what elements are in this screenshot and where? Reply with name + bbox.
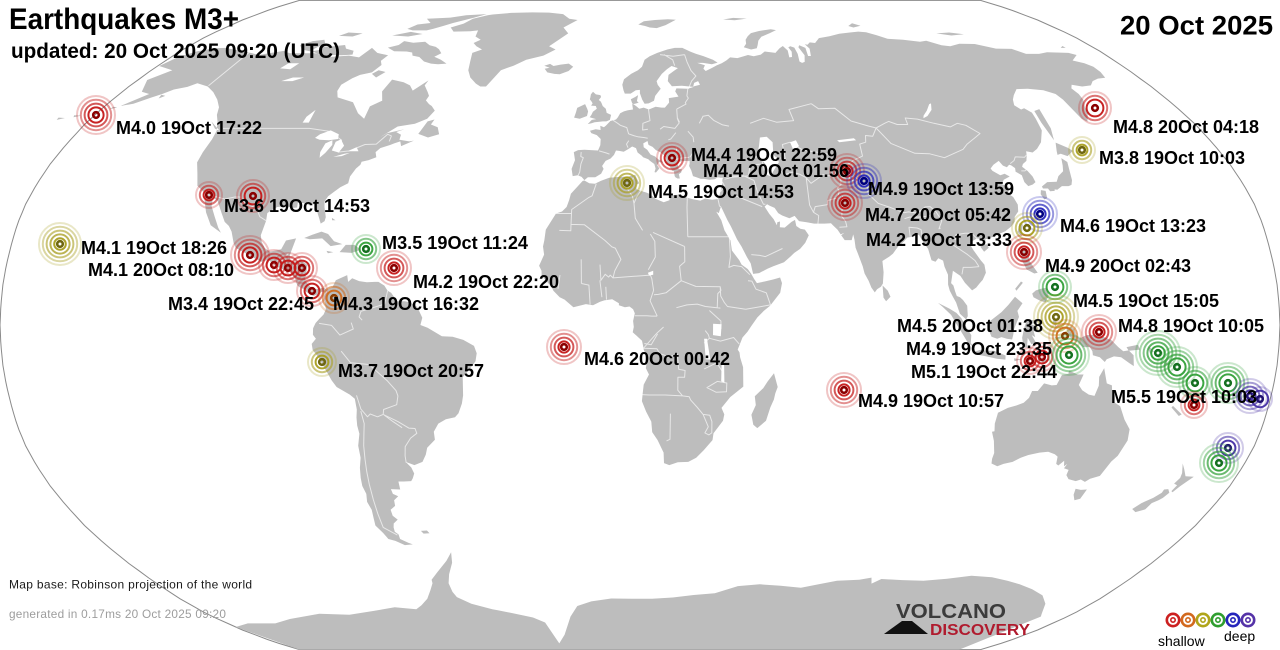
svg-text:M4.4 19Oct 22:59: M4.4 19Oct 22:59 (691, 145, 837, 165)
svg-text:M4.6 19Oct 13:23: M4.6 19Oct 13:23 (1060, 216, 1206, 236)
svg-text:M3.4 19Oct 22:45: M3.4 19Oct 22:45 (168, 294, 314, 314)
svg-text:M3.8 19Oct 10:03: M3.8 19Oct 10:03 (1099, 148, 1245, 168)
svg-text:M4.6 20Oct 00:42: M4.6 20Oct 00:42 (584, 349, 730, 369)
svg-text:M3.5 19Oct 11:24: M3.5 19Oct 11:24 (382, 233, 528, 253)
svg-text:updated: 20 Oct 2025 09:20 (UT: updated: 20 Oct 2025 09:20 (UTC) (11, 40, 340, 63)
svg-text:M5.1 19Oct 22:44: M5.1 19Oct 22:44 (911, 362, 1057, 382)
svg-text:M4.2 19Oct 13:33: M4.2 19Oct 13:33 (866, 230, 1012, 250)
svg-text:M4.5 19Oct 14:53: M4.5 19Oct 14:53 (648, 182, 794, 202)
svg-text:VOLCANO: VOLCANO (896, 601, 1006, 623)
svg-text:shallow: shallow (1158, 633, 1206, 649)
svg-text:M4.2 19Oct 22:20: M4.2 19Oct 22:20 (413, 272, 559, 292)
svg-text:DISCOVERY: DISCOVERY (930, 622, 1031, 639)
svg-text:M4.0 19Oct 17:22: M4.0 19Oct 17:22 (116, 118, 262, 138)
svg-text:M3.7 19Oct 20:57: M3.7 19Oct 20:57 (338, 361, 484, 381)
svg-text:20 Oct 2025: 20 Oct 2025 (1120, 11, 1273, 41)
svg-text:M4.1 19Oct 18:26: M4.1 19Oct 18:26 (81, 238, 227, 258)
svg-text:M4.8 19Oct 10:05: M4.8 19Oct 10:05 (1118, 316, 1264, 336)
svg-text:M4.1 20Oct 08:10: M4.1 20Oct 08:10 (88, 260, 234, 280)
svg-text:M5.5 19Oct 10:03: M5.5 19Oct 10:03 (1111, 387, 1257, 407)
svg-text:M4.8 20Oct 04:18: M4.8 20Oct 04:18 (1113, 117, 1259, 137)
svg-text:Map base: Robinson projection: Map base: Robinson projection of the wor… (9, 578, 252, 592)
svg-text:M4.9 20Oct 02:43: M4.9 20Oct 02:43 (1045, 256, 1191, 276)
svg-text:M4.7 20Oct 05:42: M4.7 20Oct 05:42 (865, 205, 1011, 225)
svg-text:deep: deep (1224, 628, 1255, 644)
svg-text:M4.9 19Oct 10:57: M4.9 19Oct 10:57 (858, 391, 1004, 411)
svg-text:M4.5 19Oct 15:05: M4.5 19Oct 15:05 (1073, 291, 1219, 311)
svg-text:M3.6 19Oct 14:53: M3.6 19Oct 14:53 (224, 196, 370, 216)
svg-text:Earthquakes M3+: Earthquakes M3+ (9, 3, 239, 36)
svg-text:generated in 0.17ms 20 Oct 202: generated in 0.17ms 20 Oct 2025 09:20 (9, 607, 226, 621)
svg-text:M4.4 20Oct 01:56: M4.4 20Oct 01:56 (703, 161, 849, 181)
svg-text:M4.5 20Oct 01:38: M4.5 20Oct 01:38 (897, 316, 1043, 336)
svg-text:M4.3 19Oct 16:32: M4.3 19Oct 16:32 (333, 294, 479, 314)
svg-text:M4.9 19Oct 13:59: M4.9 19Oct 13:59 (868, 179, 1014, 199)
svg-text:M4.9 19Oct 23:35: M4.9 19Oct 23:35 (906, 339, 1052, 359)
